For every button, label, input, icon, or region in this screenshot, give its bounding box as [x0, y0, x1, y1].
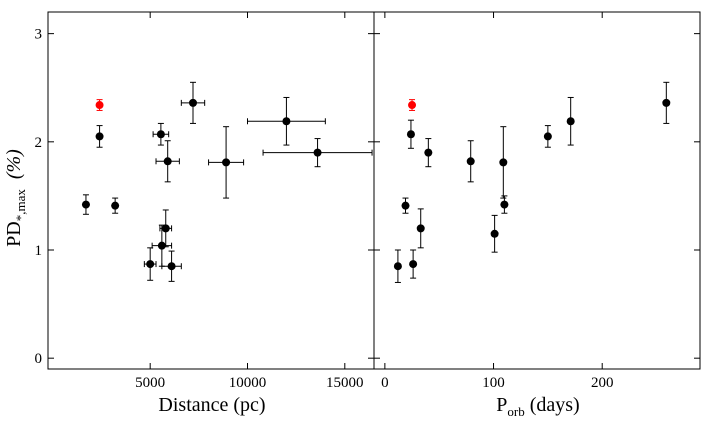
- right-marker: [416, 224, 425, 233]
- left-y-tick-label: 1: [35, 243, 43, 259]
- left-data-point: [155, 140, 180, 183]
- left-data-point: [152, 122, 170, 146]
- left-x-tick-label: 10000: [229, 375, 267, 391]
- right-data-point: [566, 96, 575, 146]
- left-data-point: [161, 250, 182, 282]
- left-y-tick-label: 0: [35, 351, 43, 367]
- right-data-point: [424, 138, 433, 168]
- right-panel-points: [393, 81, 671, 283]
- right-data-point: [393, 249, 402, 283]
- right-data-point: [499, 126, 508, 199]
- left-marker: [161, 224, 170, 233]
- left-panel-frame: [47, 11, 375, 370]
- y-axis-title: PD*,max (%): [3, 149, 28, 247]
- left-marker-highlight: [95, 101, 104, 110]
- left-data-point: [95, 99, 104, 111]
- left-marker: [313, 148, 322, 157]
- left-data-point: [81, 194, 90, 215]
- right-data-point: [416, 208, 425, 249]
- left-marker: [146, 260, 155, 269]
- right-panel-ticks: 0 100 200: [374, 12, 700, 391]
- right-marker: [662, 98, 671, 107]
- right-marker: [566, 117, 575, 126]
- left-x-tick-label: 15000: [326, 375, 364, 391]
- right-marker: [406, 130, 415, 139]
- left-data-point: [180, 81, 206, 124]
- right-marker: [490, 229, 499, 238]
- left-panel-points: [81, 81, 373, 282]
- right-marker-highlight: [408, 101, 417, 110]
- left-data-point: [159, 209, 173, 248]
- left-x-tick-label: 5000: [135, 375, 165, 391]
- left-data-point: [151, 224, 173, 267]
- right-marker: [409, 260, 418, 269]
- right-data-point: [490, 214, 499, 253]
- right-marker: [543, 132, 552, 141]
- left-data-point: [143, 247, 157, 281]
- left-marker: [222, 158, 231, 167]
- left-x-axis-title: Distance (pc): [158, 394, 265, 416]
- right-marker: [393, 262, 402, 271]
- left-marker: [157, 241, 166, 250]
- right-marker: [401, 201, 410, 210]
- right-marker: [466, 157, 475, 166]
- right-data-point: [466, 140, 475, 183]
- left-marker: [163, 157, 172, 166]
- right-data-point: [543, 125, 552, 148]
- right-x-tick-label: 200: [591, 375, 614, 391]
- y-axis-title-unit: (%): [3, 149, 25, 179]
- right-x-axis-title-unit: (days): [530, 394, 580, 416]
- right-data-point: [409, 249, 418, 279]
- left-marker: [282, 117, 291, 126]
- right-data-point: [401, 197, 410, 214]
- right-marker: [500, 200, 509, 209]
- right-data-point: [500, 195, 509, 214]
- left-data-point: [262, 138, 373, 168]
- right-data-point: [662, 81, 671, 124]
- right-x-axis-title-sub: orb: [507, 404, 524, 419]
- left-marker: [81, 200, 90, 209]
- y-axis-title-main: PD: [3, 221, 25, 247]
- left-marker: [167, 262, 176, 271]
- right-marker: [424, 148, 433, 157]
- right-x-axis-title-main: P: [496, 394, 507, 416]
- left-marker: [111, 201, 120, 210]
- left-marker: [95, 132, 104, 141]
- left-marker: [156, 130, 165, 139]
- left-data-point: [246, 96, 326, 146]
- y-axis-title-sub: *,max: [13, 189, 28, 222]
- left-y-tick-label: 3: [35, 27, 43, 43]
- left-panel-ticks: 5000 10000 15000 0 1 2 3: [35, 12, 374, 391]
- right-x-tick-label: 0: [381, 375, 389, 391]
- right-panel-frame: [373, 11, 701, 370]
- right-x-tick-label: 100: [482, 375, 505, 391]
- left-marker: [188, 98, 197, 107]
- right-data-point: [408, 99, 417, 111]
- right-marker: [499, 158, 508, 167]
- left-data-point: [95, 125, 104, 148]
- left-y-tick-label: 2: [35, 135, 43, 151]
- right-data-point: [406, 119, 415, 149]
- left-data-point: [208, 126, 245, 199]
- right-x-axis-title: Porb (days): [496, 394, 579, 419]
- left-data-point: [111, 197, 120, 214]
